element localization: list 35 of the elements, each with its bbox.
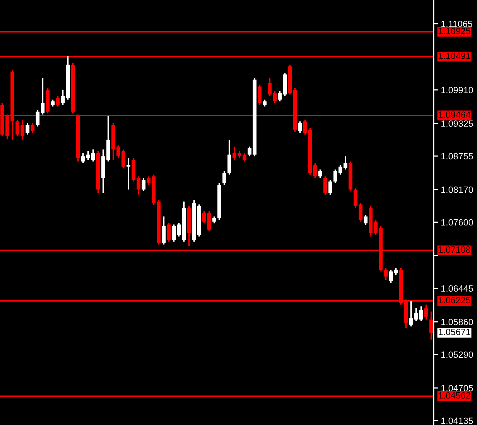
candlestick: [222, 170, 226, 186]
candlestick: [56, 96, 60, 108]
y-tick-label: 1.04135: [442, 418, 474, 424]
candlestick: [167, 222, 171, 243]
candlestick: [324, 176, 328, 196]
candlestick: [26, 122, 30, 136]
y-tick-label: 1.06445: [442, 286, 474, 292]
candlestick: [298, 120, 302, 134]
ref-line-label: 1.10491: [439, 52, 471, 60]
ref-line-label: 1.10925: [439, 28, 471, 34]
ref-line-label: 1.07108: [439, 246, 471, 254]
candlestick: [30, 122, 35, 134]
y-tick-label: 1.11065: [442, 20, 473, 28]
candlestick: [364, 214, 368, 226]
y-tick-label: 1.08755: [442, 153, 474, 160]
candlestick: [328, 179, 332, 196]
candlestick: [126, 158, 131, 190]
ref-line-label: 1.06225: [439, 297, 471, 304]
y-tick-label: 1.09910: [442, 87, 474, 94]
candlestick: [424, 304, 428, 320]
y-tick-label: 1.08170: [442, 186, 474, 194]
y-tick-label: 1.05860: [442, 319, 474, 326]
ref-line-label: 1.04562: [439, 392, 471, 399]
candlestick: [142, 178, 146, 192]
y-tick-label: 1.04705: [442, 385, 474, 392]
candlestick: [384, 268, 388, 281]
ref-line-label: 1.09464: [439, 112, 471, 118]
text: 1.05671: [439, 329, 471, 336]
candlestick: [228, 139, 232, 176]
y-tick-label: 1.05290: [442, 352, 474, 358]
candlestick: [430, 311, 434, 341]
candlestick: [258, 84, 262, 106]
candlestick: [162, 216, 166, 246]
y-tick-label: 1.07600: [442, 219, 474, 226]
y-tick-label: 1.09325: [442, 120, 474, 128]
